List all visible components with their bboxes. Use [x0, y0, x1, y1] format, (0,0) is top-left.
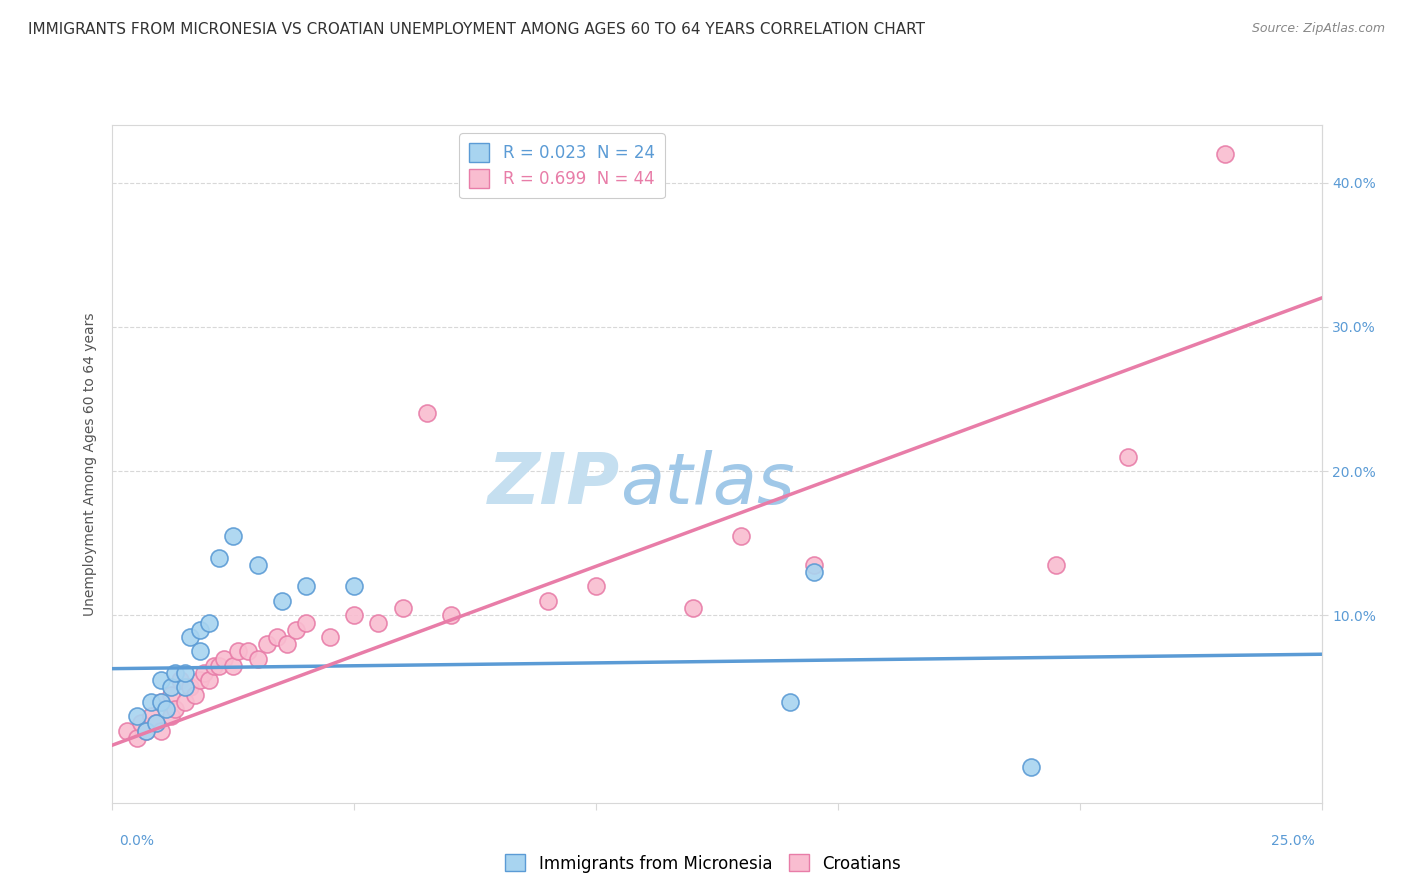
Point [135, 723, 157, 738]
Text: 0.0%: 0.0% [120, 834, 155, 848]
Y-axis label: Unemployment Among Ages 60 to 64 years: Unemployment Among Ages 60 to 64 years [83, 312, 97, 615]
Point [226, 644, 249, 658]
Point [198, 673, 221, 688]
Point [391, 601, 413, 615]
Text: atlas: atlas [620, 450, 794, 518]
Point [188, 644, 211, 658]
Point [1116, 450, 1139, 464]
Point [188, 673, 211, 688]
Point [208, 550, 231, 565]
Point [246, 651, 269, 665]
Point [183, 688, 205, 702]
Point [174, 695, 197, 709]
Text: Source: ZipAtlas.com: Source: ZipAtlas.com [1251, 22, 1385, 36]
Point [367, 615, 389, 630]
Point [159, 709, 181, 723]
Point [276, 637, 298, 651]
Point [193, 665, 215, 680]
Point [440, 608, 463, 623]
Point [174, 681, 197, 695]
Point [266, 630, 288, 644]
Point [135, 723, 157, 738]
Point [343, 608, 366, 623]
Point [295, 579, 318, 593]
Point [1045, 558, 1067, 572]
Point [212, 651, 235, 665]
Point [159, 681, 181, 695]
Point [256, 637, 278, 651]
Point [803, 558, 825, 572]
Point [149, 695, 172, 709]
Legend: R = 0.023  N = 24, R = 0.699  N = 44: R = 0.023 N = 24, R = 0.699 N = 44 [460, 133, 665, 198]
Point [179, 630, 201, 644]
Text: IMMIGRANTS FROM MICRONESIA VS CROATIAN UNEMPLOYMENT AMONG AGES 60 TO 64 YEARS CO: IMMIGRANTS FROM MICRONESIA VS CROATIAN U… [28, 22, 925, 37]
Point [1021, 760, 1043, 774]
Legend: Immigrants from Micronesia, Croatians: Immigrants from Micronesia, Croatians [499, 847, 907, 880]
Point [149, 695, 172, 709]
Point [585, 579, 607, 593]
Point [295, 615, 318, 630]
Point [222, 658, 245, 673]
Point [149, 723, 172, 738]
Point [779, 695, 801, 709]
Point [188, 623, 211, 637]
Point [246, 558, 269, 572]
Point [125, 731, 148, 745]
Point [145, 716, 167, 731]
Point [179, 681, 201, 695]
Point [343, 579, 366, 593]
Point [682, 601, 704, 615]
Point [285, 623, 308, 637]
Point [222, 529, 245, 543]
Point [145, 716, 167, 731]
Point [169, 673, 191, 688]
Point [803, 565, 825, 579]
Text: ZIP: ZIP [488, 450, 620, 518]
Point [236, 644, 259, 658]
Point [208, 658, 231, 673]
Text: 25.0%: 25.0% [1271, 834, 1315, 848]
Point [1213, 146, 1236, 161]
Point [174, 665, 197, 680]
Point [165, 665, 187, 680]
Point [165, 702, 187, 716]
Point [416, 406, 439, 420]
Point [141, 695, 163, 709]
Point [202, 658, 225, 673]
Point [155, 702, 177, 716]
Point [730, 529, 752, 543]
Point [198, 615, 221, 630]
Point [159, 688, 181, 702]
Point [141, 709, 163, 723]
Point [537, 594, 560, 608]
Point [125, 709, 148, 723]
Point [149, 673, 172, 688]
Point [131, 716, 153, 731]
Point [115, 723, 138, 738]
Point [270, 594, 292, 608]
Point [319, 630, 342, 644]
